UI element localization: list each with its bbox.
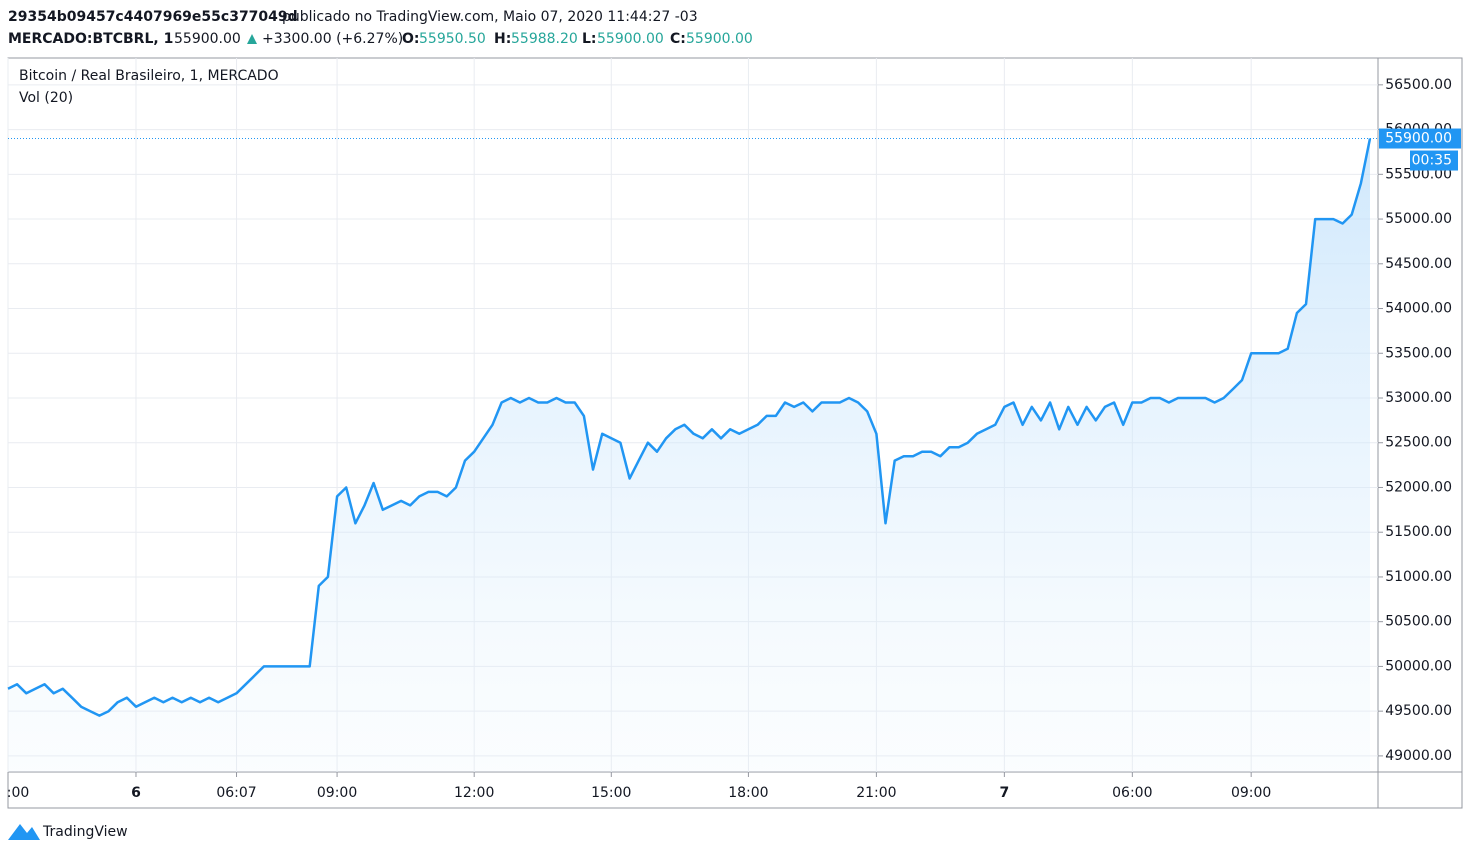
brand: TradingView [42, 824, 128, 840]
y-tick-label: 55000.00 [1385, 211, 1452, 227]
x-tick-label: 6 [131, 785, 141, 801]
x-tick-label: 09:00 [317, 785, 357, 801]
y-tick-label: 54000.00 [1385, 301, 1452, 317]
y-tick-label: 51000.00 [1385, 569, 1452, 585]
close: 55900.00 [686, 31, 753, 47]
last: 55900.00 [174, 31, 241, 47]
low-label: L: [582, 31, 597, 47]
y-tick-label: 50000.00 [1385, 658, 1452, 674]
countdown-box [1410, 150, 1458, 171]
x-tick-label: 06:00 [1112, 785, 1152, 801]
tv-logo [8, 824, 40, 840]
y-tick-label: 52500.00 [1385, 435, 1452, 451]
open: 55950.50 [419, 31, 486, 47]
legend-title: Bitcoin / Real Brasileiro, 1, MERCADO [19, 68, 279, 84]
author: 29354b09457c4407969e55c377049d [8, 9, 298, 25]
y-tick-label: 52000.00 [1385, 479, 1452, 495]
x-tick-label: 15:00 [591, 785, 631, 801]
legend-volume: Vol (20) [19, 90, 73, 106]
y-tick-label: 56500.00 [1385, 77, 1452, 93]
x-tick-label: 09:00 [1231, 785, 1271, 801]
high: 55988.20 [511, 31, 578, 47]
y-tick-label: 51500.00 [1385, 524, 1452, 540]
x-tick-label: 21:00 [856, 785, 896, 801]
change: +3300.00 (+6.27%) [262, 31, 403, 47]
last-price-box [1379, 128, 1461, 149]
y-tick-label: 49500.00 [1385, 703, 1452, 719]
y-tick-label: 50500.00 [1385, 614, 1452, 630]
x-tick-label: :00 [7, 785, 30, 801]
y-tick-label: 54500.00 [1385, 256, 1452, 272]
x-tick-label: 12:00 [454, 785, 494, 801]
y-tick-label: 53500.00 [1385, 345, 1452, 361]
symbol: MERCADO:BTCBRL, 1 [8, 31, 173, 47]
y-tick-label: 53000.00 [1385, 390, 1452, 406]
up-arrow [247, 34, 257, 44]
open-label: O: [402, 31, 420, 47]
x-tick-label: 18:00 [728, 785, 768, 801]
price-line [7, 138, 1372, 717]
y-tick-label: 49000.00 [1385, 748, 1452, 764]
countdown: 00:35 [1412, 153, 1452, 169]
last-price-label: 55900.00 [1385, 131, 1452, 147]
x-tick-label: 06:07 [216, 785, 256, 801]
close-label: C: [670, 31, 686, 47]
published: publicado no TradingView.com, Maio 07, 2… [282, 9, 698, 25]
high-label: H: [494, 31, 511, 47]
area [8, 138, 1370, 772]
low: 55900.00 [597, 31, 664, 47]
x-tick-label: 7 [999, 785, 1009, 801]
